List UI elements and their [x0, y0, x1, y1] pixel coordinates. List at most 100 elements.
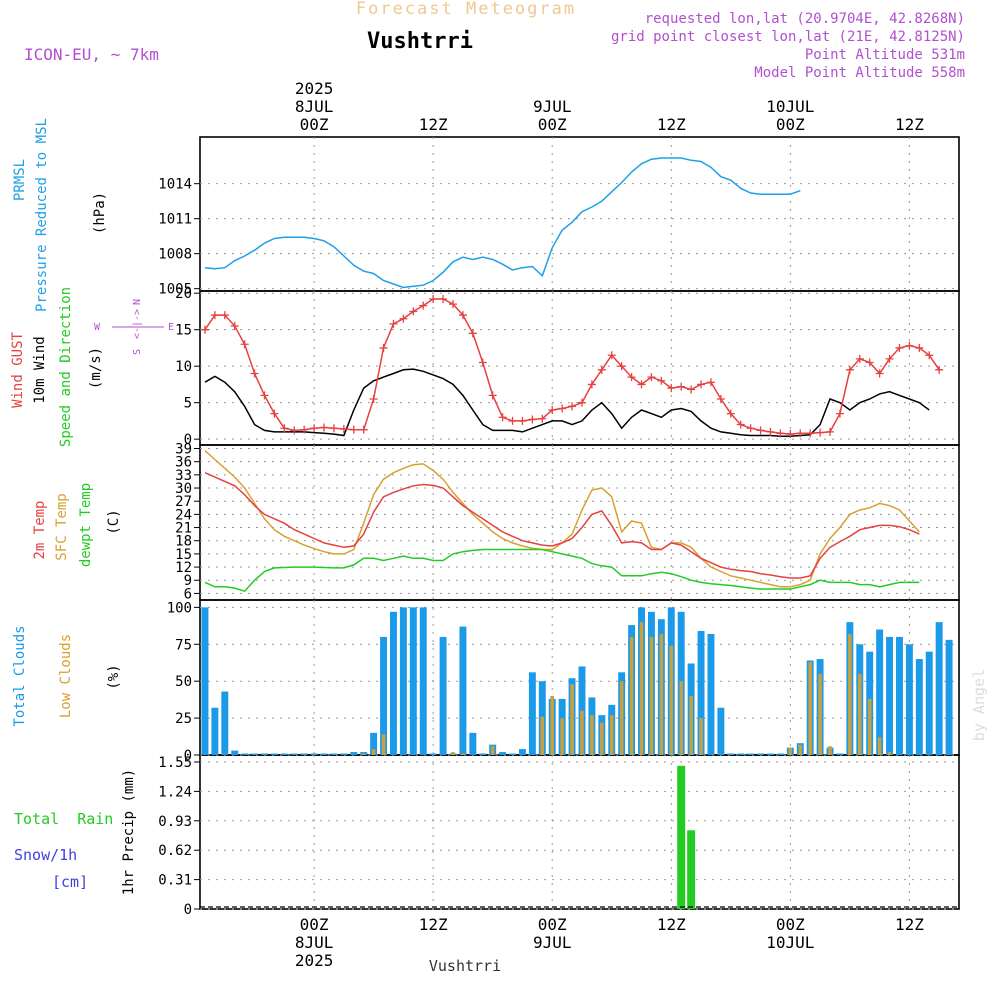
low-cloud-bar: [808, 662, 812, 755]
bottom-time-label: 9JUL: [533, 933, 572, 952]
bottom-time-label: 12Z: [419, 915, 448, 934]
total-cloud-bar: [509, 753, 517, 755]
wind-gust-marker: [250, 369, 259, 378]
total-cloud-bar: [201, 607, 209, 755]
wind-gust-marker: [468, 329, 477, 338]
wind-gust-marker: [478, 358, 487, 367]
total-cloud-bar: [915, 659, 923, 755]
total-cloud-bar: [895, 636, 903, 755]
wind-gust-marker: [607, 351, 616, 360]
low-cloud-bar: [867, 698, 872, 755]
top-time-label: 2025: [295, 79, 334, 98]
wind-gust-marker: [806, 429, 815, 438]
wind-gust-marker: [687, 385, 696, 394]
low-cloud-bar: [669, 645, 674, 755]
precip-frame: [199, 754, 960, 910]
total-cloud-bar: [211, 707, 219, 755]
wind-gust-marker: [786, 430, 795, 439]
total-cloud-bar: [469, 732, 477, 755]
wind-gust-marker: [568, 402, 577, 411]
wind-gust-marker: [329, 424, 338, 433]
wind-gust-marker: [776, 429, 785, 438]
wind-gust-marker: [865, 358, 874, 367]
bottom-time-label: 00Z: [776, 915, 805, 934]
low-cloud-bar: [629, 636, 634, 755]
wind-gust-marker: [290, 426, 299, 435]
total-cloud-bar: [409, 607, 417, 755]
wind-tick-label: 10: [175, 359, 192, 375]
wind-gust-marker: [706, 378, 715, 387]
total-cloud-bar: [727, 753, 735, 755]
point-altitude: Point Altitude 531m: [805, 47, 965, 63]
clouds-tick-label: 25: [175, 711, 192, 727]
total-cloud-bar: [290, 753, 298, 755]
precip-tick-label: 0: [184, 902, 192, 918]
precip-label-unit: 1hr Precip (mm): [121, 769, 137, 895]
wind-gust-marker: [796, 429, 805, 438]
wind-gust-marker: [369, 395, 378, 404]
wind-gust-marker: [518, 416, 527, 425]
total-cloud-bar: [925, 651, 933, 755]
grid-lines: [194, 136, 960, 910]
total-cloud-bar: [340, 753, 348, 755]
bottom-time-label: 00Z: [300, 915, 329, 934]
wind-gust-marker: [915, 343, 924, 352]
bottom-time-label: 12Z: [657, 915, 686, 934]
total-cloud-bar: [747, 753, 755, 755]
clouds-tick-label: 0: [184, 748, 192, 764]
low-cloud-bar: [371, 749, 376, 755]
wind-tick-label: 0: [184, 432, 192, 448]
precip-label-snow: Snow/1h: [14, 846, 77, 864]
wind-gust-marker: [508, 416, 517, 425]
total-cloud-bar: [310, 753, 318, 755]
wind-gust-marker: [349, 425, 358, 434]
low-cloud-bar: [619, 681, 624, 755]
low-cloud-bar: [649, 636, 654, 755]
wind-gust-marker: [379, 343, 388, 352]
bottom-time-label: 12Z: [895, 915, 924, 934]
total-cloud-bar: [945, 639, 953, 755]
temp-2m-line: [204, 472, 920, 579]
low-cloud-bar: [877, 737, 882, 755]
top-time-label: 12Z: [657, 115, 686, 134]
wind-gust-marker: [667, 384, 676, 393]
top-time-label: 10JUL: [766, 97, 814, 116]
wind-gust-marker: [637, 380, 646, 389]
total-cloud-bar: [429, 753, 437, 755]
requested-coords: requested lon,lat (20.9704E, 42.8268N): [645, 11, 965, 27]
low-cloud-bar: [570, 684, 574, 755]
wind-gust-line: [204, 298, 940, 435]
low-cloud-bar: [788, 747, 793, 755]
low-cloud-bar: [609, 715, 614, 755]
wind-label-10m: 10m Wind: [32, 336, 48, 403]
precip-label-snow-unit: [cm]: [52, 873, 88, 891]
wind-gust-marker: [905, 341, 914, 350]
wind-gust-marker: [875, 369, 884, 378]
total-cloud-bar: [717, 707, 725, 755]
pressure-line: [204, 157, 801, 289]
wind-gust-marker: [409, 307, 418, 316]
total-cloud-bar: [389, 611, 397, 755]
compass-north: N: [132, 299, 143, 305]
total-cloud-bar: [935, 622, 943, 755]
low-cloud-bar: [580, 710, 584, 755]
footer-location: Vushtrri: [429, 957, 501, 975]
temp-tick-label: 21: [175, 521, 192, 537]
bottom-time-label: 8JUL: [295, 933, 334, 952]
temp-label-2m: 2m Temp: [32, 500, 48, 559]
low-cloud-bar: [887, 752, 892, 755]
wind-gust-marker: [587, 380, 596, 389]
pressure-tick-label: 1008: [158, 247, 192, 263]
clouds-label-low: Low Clouds: [58, 634, 74, 718]
dewpt-line: [204, 548, 920, 593]
low-cloud-bar: [550, 695, 555, 755]
temp-label-unit: (C): [106, 509, 122, 534]
clouds-tick-label: 50: [175, 674, 192, 690]
wind-gust-marker: [528, 415, 537, 424]
low-cloud-bar: [689, 695, 693, 755]
wind-gust-marker: [766, 427, 775, 436]
wind-tick-label: 20: [175, 286, 192, 302]
wind-gust-marker: [399, 314, 408, 323]
total-cloud-bar: [697, 631, 705, 755]
